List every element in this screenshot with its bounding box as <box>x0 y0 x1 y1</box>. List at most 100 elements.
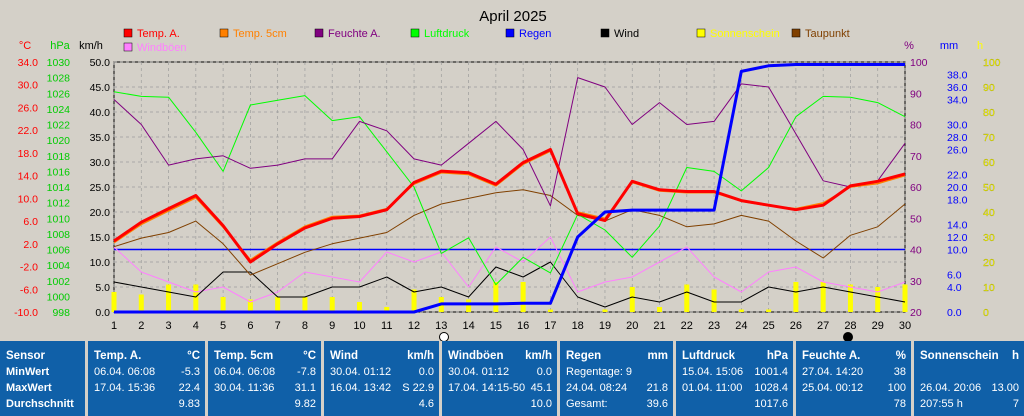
sun-tick-label: 70 <box>983 132 995 144</box>
series-line-luftdruck <box>113 91 906 286</box>
left-axes: 34.0 30.0 26.0 22.0 18.0 14.0 10.0 6.0 2.0 -2.0 -6… <box>14 57 110 319</box>
rain-tick-label: 14.0 <box>947 220 968 232</box>
stats-row-value: 39.6 <box>646 398 668 410</box>
stats-panel-temp-5cm: Temp. 5cm °C 06.04. 06:08 -7.8 30.04. 11:36 3… <box>208 341 321 416</box>
stats-panel-unit: % <box>895 350 906 362</box>
series-line-temp-a <box>113 148 906 264</box>
stats-row: 10.0 <box>448 398 552 411</box>
stats-panel-header: Temp. A. °C <box>94 350 200 363</box>
stats-row: 78 <box>802 398 906 411</box>
axis-unit-label: km/h <box>79 40 103 52</box>
stats-row-value: 0.0 <box>536 366 552 378</box>
wind-tick-label: 5.0 <box>95 282 110 294</box>
stats-row-date: Regentage: 9 <box>566 366 633 378</box>
sun-tick-label: 60 <box>983 157 995 169</box>
rain-tick-label: 38.0 <box>947 70 968 82</box>
temp-tick-label: 2.0 <box>23 239 38 251</box>
series-line-wind <box>113 261 906 308</box>
x-tick-label: 30 <box>899 320 911 332</box>
rain-tick-label: 30.0 <box>947 120 968 132</box>
sunshine-bar <box>166 284 172 312</box>
axis-unit-label: h <box>977 40 983 52</box>
x-tick-label: 24 <box>735 320 747 332</box>
sunshine-bar <box>847 284 853 312</box>
rain-tick-label: 26.0 <box>947 145 968 157</box>
temp-tick-label: -2.0 <box>20 262 38 274</box>
sunshine-bar <box>138 294 144 312</box>
x-axis: 1 2 3 4 5 6 7 8 9 10 11 12 13 14 15 16 17 18 19 20 21 22 23 24 2… <box>111 320 911 332</box>
rain-tick-label: 6.0 <box>947 270 962 282</box>
wind-tick-label: 50.0 <box>90 57 111 69</box>
x-tick-label: 6 <box>247 320 253 332</box>
stats-panel-title: Sonnenschein <box>920 350 999 362</box>
stats-panel-header: Regen mm <box>566 350 668 363</box>
stats-row-date: 30.04. 11:36 <box>214 382 275 394</box>
stats-panel-title: Luftdruck <box>682 350 736 362</box>
x-tick-label: 16 <box>517 320 529 332</box>
pressure-tick-label: 1008 <box>47 229 71 241</box>
stats-panel-luftdruck: Luftdruck hPa 15.04. 15:06 1001.4 01.04. 11:… <box>676 341 793 416</box>
rain-tick-label: 4.0 <box>947 282 962 294</box>
legend-swatch <box>219 28 229 38</box>
x-tick-label: 10 <box>353 320 365 332</box>
x-tick-label: 19 <box>599 320 611 332</box>
stats-row-label: MinWert <box>6 366 50 378</box>
sunshine-bar <box>411 289 417 312</box>
temp-tick-label: 14.0 <box>18 171 39 183</box>
stats-row: 25.04. 00:12 100 <box>802 382 906 395</box>
series-line-feuchte-a <box>113 77 906 207</box>
stats-row-date: 06.04. 06:08 <box>214 366 276 378</box>
stats-row-value: 100 <box>887 382 906 394</box>
stats-row-label: Durchschnitt <box>6 398 74 410</box>
stats-panel-header: Wind km/h <box>330 350 434 363</box>
stats-row-value: -5.3 <box>181 366 200 378</box>
stats-row-value: 9.82 <box>294 398 316 410</box>
stats-panel-title: Wind <box>330 350 358 362</box>
legend-swatch <box>123 28 133 38</box>
pressure-tick-label: 1016 <box>47 166 71 178</box>
sunshine-bar <box>247 299 253 312</box>
temp-tick-label: 18.0 <box>18 148 39 160</box>
sun-tick-label: 10 <box>983 282 995 294</box>
sun-tick-label: 80 <box>983 107 995 119</box>
sunshine-bar <box>193 284 199 312</box>
sunshine-bar <box>902 284 908 312</box>
wind-tick-label: 30.0 <box>90 157 111 169</box>
stats-row: Durchschnitt <box>6 398 80 411</box>
moon-phases <box>439 332 853 341</box>
stats-panel-header: Sonnenschein h <box>920 350 1019 363</box>
sun-tick-label: 20 <box>983 257 995 269</box>
stats-row-date: 207:55 h <box>920 398 963 410</box>
sun-tick-label: 90 <box>983 82 995 94</box>
stats-panel-header: Sensor <box>6 350 80 363</box>
stats-row: 01.04. 11:00 1028.4 <box>682 382 788 395</box>
pressure-tick-label: 1002 <box>47 276 71 288</box>
sunshine-bar <box>820 282 826 312</box>
stats-panel-unit: mm <box>647 350 668 362</box>
sunshine-bar <box>766 309 772 312</box>
temp-tick-label: -6.0 <box>20 284 38 296</box>
stats-row: 24.04. 08:24 21.8 <box>566 382 668 395</box>
stats-panel-unit: °C <box>187 350 200 362</box>
stats-row: 1017.6 <box>682 398 788 411</box>
stats-row-date: 06.04. 06:08 <box>94 366 156 378</box>
stats-row-value: 21.8 <box>646 382 668 394</box>
stats-row-value: S 22.9 <box>402 382 434 394</box>
stats-row: Gesamt: 39.6 <box>566 398 668 411</box>
stats-row: 207:55 h 7 <box>920 398 1019 411</box>
legend-label: Regen <box>519 28 551 40</box>
stats-panel-unit: hPa <box>766 350 788 362</box>
pressure-tick-label: 998 <box>52 307 70 319</box>
temp-tick-label: 30.0 <box>18 80 39 92</box>
statistics-table: Sensor MinWert MaxWert Durchschnitt Temp. A.… <box>0 341 1024 416</box>
humidity-tick-label: 100 <box>910 57 928 69</box>
new-moon-icon <box>843 332 853 341</box>
stats-row: 30.04. 11:36 31.1 <box>214 382 316 395</box>
rain-tick-label: 10.0 <box>947 245 968 257</box>
stats-row: 9.83 <box>94 398 200 411</box>
rain-tick-label: 28.0 <box>947 132 968 144</box>
stats-row-value: 31.1 <box>294 382 316 394</box>
pressure-tick-label: 1018 <box>47 151 71 163</box>
stats-panel-sonnenschein: Sonnenschein h 26.04. 20:06 13.00 207:55 h 7 <box>914 341 1024 416</box>
x-tick-label: 22 <box>681 320 693 332</box>
